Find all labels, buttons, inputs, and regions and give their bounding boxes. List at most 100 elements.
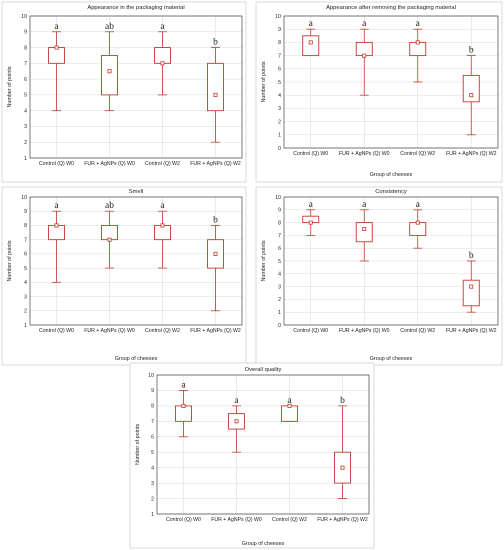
significance-label: ab — [105, 201, 114, 211]
median-marker — [54, 223, 59, 228]
median-marker — [160, 61, 165, 66]
x-tick-label: FUR + AgNPs (Q) W2 — [190, 161, 241, 167]
median-marker — [469, 93, 474, 98]
y-tick-label: 3 — [151, 481, 154, 487]
significance-label: a — [181, 380, 186, 390]
y-tick-label: 6 — [278, 246, 281, 252]
median-marker — [234, 419, 239, 424]
box-0: a — [48, 22, 65, 112]
y-tick-label: 7 — [24, 237, 27, 243]
plot-area — [29, 196, 243, 326]
y-tick-label: 8 — [24, 223, 27, 229]
chart-title: Consistency — [375, 189, 407, 195]
median-marker — [362, 226, 367, 231]
significance-label: b — [213, 215, 218, 225]
x-axis-title: Group of cheeses — [370, 172, 413, 178]
y-tick-label: 2 — [278, 119, 281, 125]
y-tick-label: 5 — [278, 259, 281, 265]
x-tick-label: Control (Q) W0 — [166, 517, 201, 523]
x-axis-title: Group of cheeses — [370, 356, 413, 362]
chart-panel-3: 0 1 2 3 4 5 6 7 8 9 10 a Control (Q) W0 a FUR + AgNPs … — [255, 186, 503, 366]
x-tick-label: Control (Q) W2 — [272, 517, 307, 523]
median-marker — [213, 251, 218, 256]
box-1: a — [228, 396, 245, 453]
median-marker — [287, 403, 292, 408]
panel-border — [129, 362, 375, 549]
y-tick-label: 1 — [24, 323, 27, 329]
iqr-box — [154, 47, 171, 64]
median-marker — [415, 220, 420, 225]
y-tick-label: 3 — [278, 284, 281, 290]
y-axis-title: Number of points — [7, 240, 13, 281]
box-1: a — [355, 200, 373, 262]
x-tick-label: FUR + AgNPs (Q) W0 — [84, 328, 135, 334]
x-tick-label: FUR + AgNPs (Q) W2 — [446, 151, 497, 157]
x-axis-title: Group of cheeses — [242, 541, 285, 547]
median-marker — [107, 69, 112, 74]
iqr-box — [207, 62, 224, 112]
median-marker — [308, 40, 313, 45]
plot-area — [156, 374, 370, 515]
y-tick-label: 0 — [278, 146, 281, 152]
iqr-box — [355, 222, 373, 243]
x-tick-label: FUR + AgNPs (Q) W0 — [211, 517, 262, 523]
x-tick-label: FUR + AgNPs (Q) W2 — [446, 328, 497, 334]
median-marker — [213, 92, 218, 97]
x-tick-label: Control (Q) W0 — [293, 151, 328, 157]
iqr-box — [48, 224, 65, 241]
x-tick-label: Control (Q) W2 — [145, 328, 180, 334]
x-tick-label: Control (Q) W2 — [145, 161, 180, 167]
x-tick-label: Control (Q) W0 — [39, 161, 74, 167]
significance-label: a — [160, 201, 165, 211]
y-tick-label: 1 — [24, 156, 27, 162]
box-3: b — [207, 215, 224, 312]
chart-title: Smell — [129, 189, 144, 195]
y-tick-label: 3 — [24, 294, 27, 300]
y-tick-label: 4 — [278, 93, 281, 99]
significance-label: a — [309, 200, 314, 210]
median-marker — [469, 284, 474, 289]
box-0: a — [175, 380, 192, 438]
chart-title: Appearance after removing the packaging … — [326, 5, 456, 11]
box-3: b — [334, 396, 351, 499]
box-2: a — [154, 201, 171, 269]
box-0: a — [302, 200, 320, 236]
box-3: b — [462, 251, 480, 313]
significance-label: a — [54, 22, 59, 32]
y-tick-label: 10 — [21, 14, 27, 20]
chart-panel-4: 1 2 3 4 5 6 7 8 9 10 a Control (Q) W0 a FUR + AgNPs (… — [129, 362, 375, 549]
y-tick-label: 6 — [24, 77, 27, 83]
x-tick-label: FUR + AgNPs (Q) W0 — [339, 151, 390, 157]
significance-label: a — [54, 201, 59, 211]
x-axis-title: Group of cheeses — [115, 356, 158, 362]
y-axis-title: Number of points — [261, 240, 267, 281]
significance-label: b — [469, 251, 474, 261]
x-tick-label: FUR + AgNPs (Q) W2 — [190, 328, 241, 334]
iqr-box — [281, 405, 298, 422]
chart-title: Appearance in the packaging material — [87, 5, 184, 11]
significance-label: a — [362, 200, 367, 210]
box-1: ab — [101, 201, 118, 269]
y-tick-label: 1 — [278, 133, 281, 139]
box-3: b — [207, 38, 224, 143]
iqr-box — [101, 54, 118, 96]
x-tick-label: FUR + AgNPs (Q) W0 — [84, 161, 135, 167]
y-tick-label: 3 — [278, 106, 281, 112]
y-tick-label: 2 — [24, 140, 27, 146]
y-tick-label: 3 — [24, 124, 27, 130]
y-tick-label: 8 — [278, 220, 281, 226]
chart-title: Overall quality — [245, 367, 282, 373]
significance-label: a — [234, 396, 239, 406]
y-tick-label: 5 — [151, 450, 154, 456]
y-tick-label: 10 — [275, 14, 281, 20]
significance-label: b — [340, 396, 345, 406]
plot-area — [29, 15, 243, 159]
y-tick-label: 9 — [278, 208, 281, 214]
iqr-box — [462, 74, 480, 103]
median-marker — [415, 40, 420, 45]
y-tick-label: 1 — [278, 310, 281, 316]
y-tick-label: 4 — [278, 272, 281, 278]
iqr-box — [302, 35, 320, 57]
